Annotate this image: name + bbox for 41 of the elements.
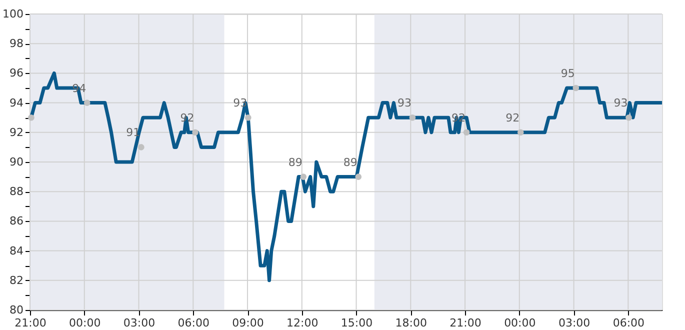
y-tick-label: 98 xyxy=(10,37,24,50)
data-label: 93 xyxy=(614,96,628,110)
point xyxy=(463,129,470,136)
point xyxy=(626,114,632,121)
point xyxy=(409,114,416,121)
data-label: 93 xyxy=(397,96,412,110)
point xyxy=(244,114,252,121)
x-tick-label: 21:00 xyxy=(14,316,46,330)
y-tick-label: 80 xyxy=(10,304,24,316)
x-tick-label: 03:00 xyxy=(123,316,156,330)
x-tick-label: 15:00 xyxy=(340,316,373,330)
x-tick-label: 00:00 xyxy=(504,316,536,330)
x-tick-label: 21:00 xyxy=(450,316,482,330)
x-tick-label: 18:00 xyxy=(395,316,427,330)
point xyxy=(28,114,34,121)
data-label: 89 xyxy=(288,156,302,169)
data-label: 92 xyxy=(506,111,520,124)
point xyxy=(572,84,580,92)
x-tick-label: 12:00 xyxy=(286,316,318,330)
y-tick-label: 90 xyxy=(10,156,24,168)
x-tick-label: 06:00 xyxy=(178,316,210,330)
y-tick-label: 92 xyxy=(10,126,24,139)
y-tick-label: 96 xyxy=(10,66,24,80)
point xyxy=(192,129,198,136)
x-tick-label: 03:00 xyxy=(558,316,590,330)
data-label: 89 xyxy=(343,156,358,169)
y-tick-label: 82 xyxy=(10,274,24,287)
y-tick-label: 86 xyxy=(10,214,24,228)
x-tick-label: 06:00 xyxy=(612,316,645,330)
y-tick-label: 88 xyxy=(10,185,24,198)
y-tick-label: 100 xyxy=(2,8,24,20)
point xyxy=(355,174,362,180)
y-tick-label: 94 xyxy=(10,96,24,110)
point xyxy=(300,174,307,180)
x-tick-label: 09:00 xyxy=(232,316,264,330)
x-tick-label: 00:00 xyxy=(69,316,101,330)
y-tick-label: 84 xyxy=(10,244,24,258)
point xyxy=(138,144,144,150)
data-label: 95 xyxy=(560,67,575,80)
point xyxy=(84,100,90,106)
point xyxy=(517,129,524,136)
